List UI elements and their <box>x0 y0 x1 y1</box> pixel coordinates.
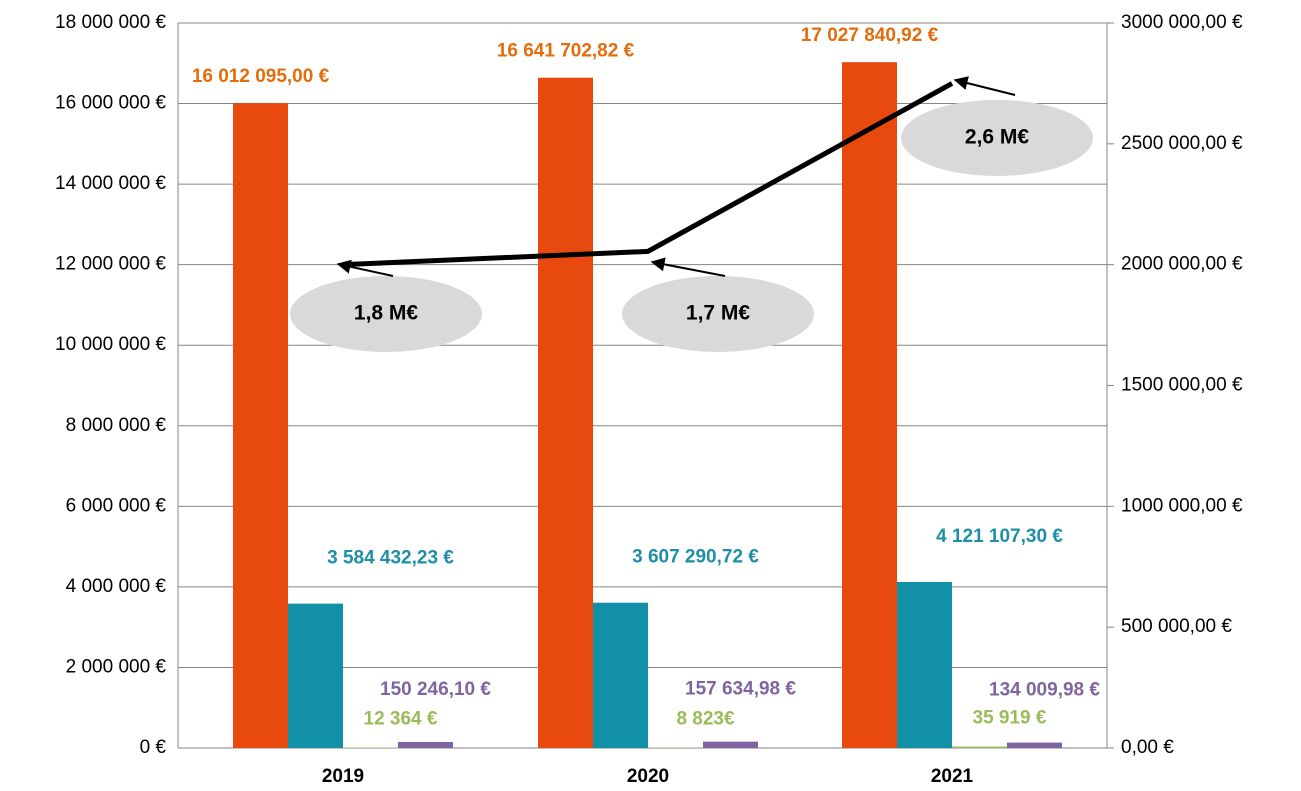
bar <box>842 62 897 748</box>
y2-tick-label: 3000 000,00 € <box>1121 12 1243 33</box>
y-tick-label: 12 000 000 € <box>55 254 166 275</box>
value-label: 134 009,98 € <box>989 680 1100 701</box>
value-label: 12 364 € <box>364 709 438 730</box>
y-tick-label: 0 € <box>140 737 167 758</box>
value-label: 3 584 432,23 € <box>327 548 454 569</box>
y2-tick-label: 1500 000,00 € <box>1121 375 1243 396</box>
y-tick-label: 14 000 000 € <box>55 173 166 194</box>
annotation: 1,8 M€ <box>354 302 419 325</box>
y2-tick-label: 500 000,00 € <box>1121 616 1232 637</box>
y-tick-label: 6 000 000 € <box>66 495 167 516</box>
bar <box>288 603 343 748</box>
value-label: 17 027 840,92 € <box>801 25 939 46</box>
y-tick-label: 8 000 000 € <box>66 415 167 436</box>
bar <box>233 103 288 748</box>
annotation-bubble <box>622 276 814 352</box>
bar <box>593 602 648 748</box>
y-tick-label: 2 000 000 € <box>66 656 167 677</box>
bar <box>538 77 593 749</box>
bar <box>1007 742 1062 748</box>
value-label: 150 246,10 € <box>380 679 491 700</box>
annotation-bubble <box>901 100 1093 176</box>
value-label: 157 634,98 € <box>685 679 796 700</box>
y-tick-label: 4 000 000 € <box>66 576 167 597</box>
bar <box>897 582 952 748</box>
annotation-bubble <box>290 276 482 352</box>
annotation-arrow <box>953 76 1016 96</box>
value-label: 16 641 702,82 € <box>497 41 635 62</box>
bar <box>398 741 453 748</box>
value-label: 8 823€ <box>676 709 735 730</box>
y-tick-label: 16 000 000 € <box>55 93 166 114</box>
value-label: 3 607 290,72 € <box>632 547 759 568</box>
x-tick-label: 2020 <box>627 766 669 787</box>
y2-tick-label: 2000 000,00 € <box>1121 254 1243 275</box>
annotation-arrow <box>650 257 726 277</box>
y2-tick-label: 0,00 € <box>1121 737 1174 758</box>
x-tick-label: 2019 <box>322 766 364 787</box>
bar <box>952 746 1007 748</box>
y-tick-label: 18 000 000 € <box>55 12 166 33</box>
annotation-arrow <box>336 259 394 277</box>
bar <box>703 741 758 748</box>
value-label: 16 012 095,00 € <box>192 66 330 87</box>
x-tick-label: 2021 <box>931 766 974 787</box>
y2-tick-label: 1000 000,00 € <box>1121 495 1243 516</box>
line <box>342 81 954 268</box>
value-label: 4 121 107,30 € <box>936 526 1063 547</box>
y2-tick-label: 2500 000,00 € <box>1121 133 1243 154</box>
annotation: 2,6 M€ <box>965 126 1030 149</box>
y-tick-label: 10 000 000 € <box>55 334 166 355</box>
value-label: 35 919 € <box>973 708 1047 729</box>
annotation: 1,7 M€ <box>686 302 751 325</box>
